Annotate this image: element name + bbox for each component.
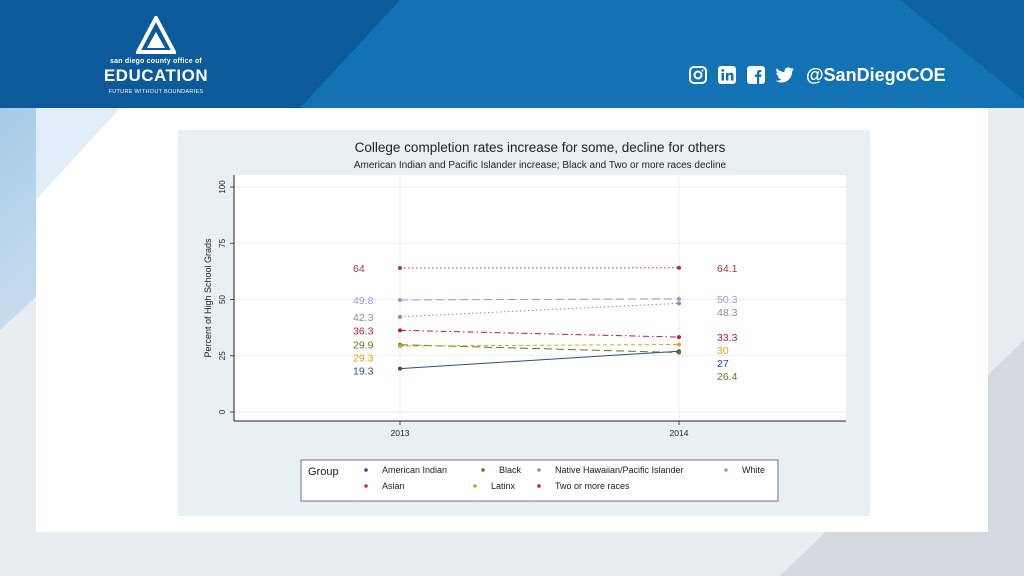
social-handle[interactable]: @SanDiegoCOE — [806, 64, 946, 85]
data-point-white — [398, 297, 402, 302]
legend-label-black: Black — [499, 465, 522, 475]
legend-label-native-hawaiian-pacific-islander: Native Hawaiian/Pacific Islander — [555, 465, 684, 475]
legend-key-native-hawaiian-pacific-islander — [537, 468, 541, 472]
logo-tagline: FUTURE WITHOUT BOUNDARIES — [108, 89, 204, 95]
data-point-native-hawaiian-pacific-islander — [677, 301, 681, 306]
data-label-asian-2013: 64 — [353, 263, 365, 275]
logo-org-line: san diego county office of — [110, 58, 202, 65]
legend-label-latinx: Latinx — [491, 481, 516, 491]
y-axis-ticks: 0 25 50 75 100 — [218, 180, 234, 414]
data-point-american-indian — [398, 366, 402, 371]
series-line-american-indian — [399, 350, 680, 370]
data-point-asian — [398, 266, 402, 270]
series-line-black — [399, 344, 680, 354]
y-axis-label: Percent of High School Grads — [203, 238, 213, 358]
data-point-asian — [677, 265, 681, 270]
series-line-native-hawaiian-pacific-islander — [399, 302, 680, 318]
data-label-american-indian-2013: 19.3 — [353, 366, 374, 378]
data-label-two-or-more-races-2014: 33.3 — [717, 332, 738, 344]
legend-key-black — [481, 468, 485, 472]
data-label-american-indian-2014: 27 — [717, 358, 729, 370]
data-label-latinx-2014: 30 — [717, 345, 729, 357]
y-gridlines — [234, 186, 846, 413]
data-point-latinx — [677, 342, 681, 347]
data-label-white-2013: 49.8 — [353, 295, 374, 307]
y-tick-label: 50 — [218, 295, 227, 304]
series-line-latinx — [399, 344, 680, 347]
social-links: @SanDiegoCOE — [688, 62, 946, 88]
logo-org-name: EDUCATION — [103, 66, 209, 85]
legend-label-asian: Asian — [382, 481, 405, 491]
data-label-native-hawaiian-pacific-islander-2014: 48.3 — [717, 307, 738, 319]
data-labels: 64 49.8 42.336.3 29.929.319.3 64.1 50.348.3 33… — [353, 263, 738, 383]
x-axis-ticks: 2013 2014 — [391, 421, 689, 438]
legend-label-white: White — [742, 465, 765, 475]
legend-key-latinx — [473, 484, 477, 488]
plot-area — [234, 175, 846, 421]
data-label-black-2014: 26.4 — [717, 371, 738, 383]
data-label-black-2013: 29.9 — [353, 340, 374, 352]
x-tick-label-2013: 2013 — [391, 428, 410, 438]
data-label-native-hawaiian-pacific-islander-2013: 42.3 — [353, 312, 374, 324]
y-tick-label: 0 — [218, 409, 227, 414]
instagram-icon[interactable] — [688, 65, 708, 85]
data-label-two-or-more-races-2013: 36.3 — [353, 325, 374, 337]
legend-key-white — [724, 468, 728, 472]
logo-triangle-icon — [136, 16, 176, 54]
x-tick-label-2014: 2014 — [670, 428, 689, 438]
data-label-latinx-2013: 29.3 — [353, 353, 374, 365]
legend-box — [300, 459, 779, 502]
data-label-white-2014: 50.3 — [717, 294, 738, 306]
data-point-two-or-more-races — [398, 328, 402, 333]
chart-subtitle: American Indian and Pacific Islander inc… — [354, 160, 727, 171]
data-point-black — [677, 350, 681, 355]
legend-label-two-or-more-races: Two or more races — [555, 481, 630, 491]
legend-key-american-indian — [364, 468, 368, 472]
y-tick-label: 75 — [218, 238, 227, 247]
twitter-icon[interactable] — [775, 65, 795, 85]
series-line-white — [399, 298, 680, 301]
linkedin-icon[interactable] — [717, 65, 737, 85]
facebook-icon[interactable] — [746, 65, 766, 85]
data-point-two-or-more-races — [677, 335, 681, 340]
chart-title: College completion rates increase for so… — [355, 140, 726, 155]
series-line-two-or-more-races — [399, 329, 680, 338]
legend-label-american-indian: American Indian — [382, 465, 447, 475]
legend-key-two-or-more-races — [537, 484, 541, 488]
data-point-native-hawaiian-pacific-islander — [398, 314, 402, 319]
y-tick-label: 25 — [218, 351, 227, 360]
completion-rate-chart: College completion rates increase for so… — [178, 130, 870, 516]
legend-key-asian — [364, 484, 368, 488]
data-label-asian-2014: 64.1 — [717, 263, 738, 275]
y-tick-label: 100 — [218, 180, 227, 194]
legend-title: Group — [308, 466, 339, 478]
legend-entries: American Indian Black Native Hawaiian/Paci… — [364, 465, 765, 491]
series-lines — [398, 265, 681, 371]
data-point-latinx — [398, 344, 402, 349]
data-point-white — [677, 296, 681, 301]
sdcoe-logo: san diego county office of EDUCATION FUT… — [98, 16, 214, 100]
